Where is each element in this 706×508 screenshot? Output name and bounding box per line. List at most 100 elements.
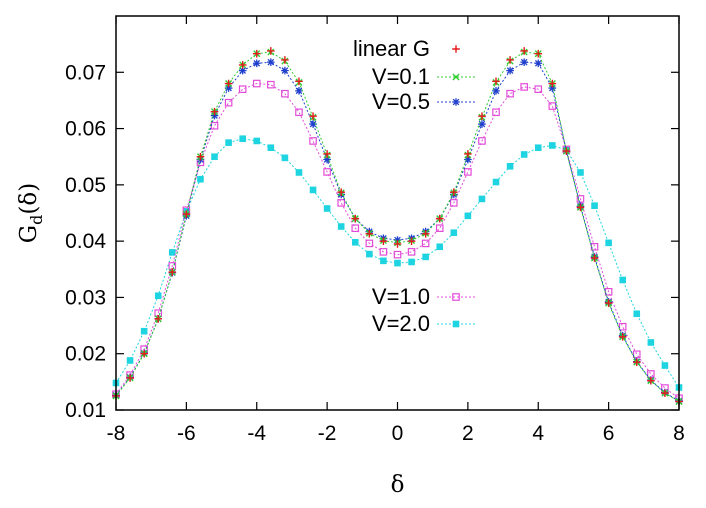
data-point-v-2-0 [450, 229, 458, 236]
data-point-v-2-0 [295, 169, 303, 176]
data-point-v-2-0 [225, 139, 232, 146]
legend-entry-v-1-0: V=1.0 [372, 284, 475, 309]
y-axis-label-main: G [16, 225, 42, 243]
data-point-linear-g [252, 49, 261, 58]
y-tick-label: 0.01 [65, 399, 106, 422]
data-point-v-0-5 [520, 58, 528, 66]
data-point-v-2-0 [633, 310, 641, 318]
data-point-v-2-0 [408, 258, 415, 266]
data-point-v-2-0 [323, 205, 331, 212]
data-point-linear-g [182, 210, 191, 218]
data-point-v-2-0 [366, 250, 373, 258]
data-point-linear-g [365, 230, 374, 238]
data-point-v-2-0 [337, 223, 345, 230]
y-tick-label: 0.07 [65, 61, 106, 84]
data-point-linear-g [520, 47, 528, 55]
data-point-v-2-0 [478, 195, 486, 203]
data-point-linear-g [379, 237, 388, 245]
data-point-v-0-5 [252, 59, 261, 68]
x-tick-label: 2 [462, 422, 474, 445]
data-point-v-2-0 [464, 212, 472, 220]
legend-marker [452, 45, 460, 53]
data-point-linear-g [478, 112, 486, 120]
legend-label: linear G [353, 36, 430, 61]
data-point-v-2-0 [506, 162, 514, 170]
x-tick-label: -2 [318, 422, 337, 445]
data-point-v-1-0 [267, 80, 275, 89]
data-point-v-0-5 [267, 58, 275, 66]
data-point-linear-g [562, 147, 571, 155]
data-point-linear-g [224, 79, 233, 88]
data-point-v-2-0 [605, 239, 612, 247]
data-point-linear-g [295, 77, 303, 86]
data-point-v-2-0 [253, 137, 261, 145]
data-point-linear-g [210, 107, 219, 116]
data-point-v-1-0 [407, 248, 416, 256]
series-linear-g [112, 47, 683, 406]
data-point-v-2-0 [661, 362, 669, 369]
data-point-linear-g [323, 150, 331, 158]
data-point-v-1-0 [435, 224, 444, 232]
y-axis-label-subscript: d [27, 215, 46, 225]
data-point-v-1-0 [365, 239, 374, 248]
data-point-linear-g [661, 389, 669, 397]
x-tick-label: 0 [392, 422, 404, 445]
data-point-v-0-5 [464, 155, 472, 164]
legend: linear G V=0.1V=0.5 V=1.0V=2.0 [353, 36, 475, 336]
x-tick-label: -6 [177, 422, 196, 445]
data-point-v-1-0 [351, 224, 360, 232]
data-point-v-2-0 [380, 257, 387, 265]
data-point-linear-g [435, 214, 444, 223]
data-point-v-0-5 [224, 84, 233, 92]
data-point-linear-g [548, 79, 557, 88]
data-point-v-2-0 [169, 249, 176, 256]
legend-entry-v-0-1: V=0.1 [372, 64, 475, 89]
data-point-linear-g [407, 237, 416, 245]
data-point-v-1-0 [238, 85, 247, 93]
data-point-linear-g [618, 333, 627, 341]
data-point-v-1-0 [393, 250, 402, 259]
data-point-v-2-0 [197, 175, 204, 183]
legend-marker [452, 293, 460, 301]
y-axis-label-argument: (δ) [16, 183, 42, 215]
legend-label: V=1.0 [372, 284, 430, 309]
data-point-linear-g [576, 203, 585, 212]
data-point-v-1-0 [309, 137, 317, 145]
data-point-v-2-0 [422, 253, 429, 261]
y-axis-label: Gd(δ) [16, 183, 46, 243]
data-point-linear-g [168, 268, 177, 276]
legend-marker [452, 320, 460, 328]
data-point-v-0-5 [393, 236, 402, 244]
data-point-v-1-0 [252, 79, 261, 88]
data-point-linear-g [534, 49, 543, 58]
data-point-v-2-0 [211, 153, 218, 161]
data-point-v-1-0 [421, 239, 430, 248]
data-point-linear-g [196, 152, 205, 161]
series-line-v-1-0 [115, 82, 680, 399]
data-point-v-1-0 [520, 83, 528, 91]
legend-label: V=2.0 [372, 311, 430, 336]
legend-label: V=0.1 [372, 64, 430, 89]
data-point-v-2-0 [351, 238, 359, 246]
data-point-linear-g [337, 188, 345, 196]
data-point-v-2-0 [239, 135, 246, 143]
y-tick-label: 0.05 [65, 174, 106, 197]
legend-entry-linear-g: linear G [353, 36, 460, 61]
data-point-v-2-0 [309, 186, 317, 194]
data-point-linear-g [238, 61, 247, 69]
legend-entry-v-2-0: V=2.0 [372, 311, 475, 336]
x-tick-label: 4 [532, 422, 544, 445]
data-point-v-2-0 [281, 154, 289, 162]
data-point-linear-g [492, 77, 500, 86]
data-point-linear-g [450, 188, 458, 196]
data-point-v-0-5 [281, 66, 289, 75]
data-point-linear-g [506, 56, 514, 64]
data-point-linear-g [154, 315, 163, 323]
data-point-v-2-0 [591, 202, 598, 209]
data-point-linear-g [590, 254, 599, 262]
data-point-linear-g [309, 112, 317, 120]
data-point-v-2-0 [126, 357, 134, 364]
data-point-v-1-0 [506, 89, 514, 98]
data-point-v-2-0 [520, 151, 528, 158]
